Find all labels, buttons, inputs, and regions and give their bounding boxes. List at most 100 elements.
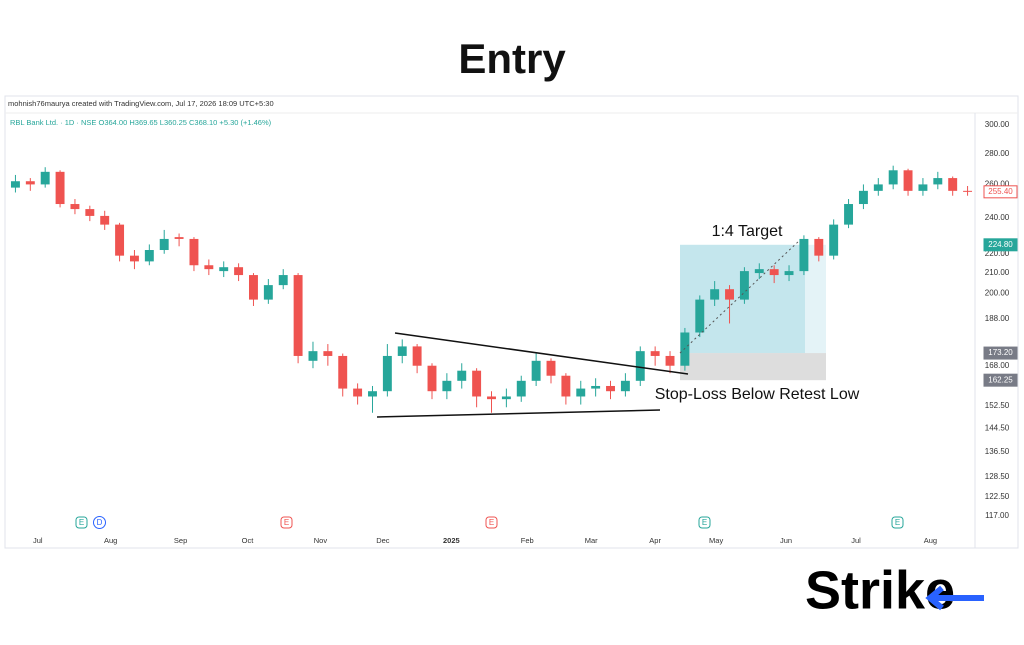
y-tick-label: 300.00 [985,120,1010,129]
price-tag [983,185,1018,199]
candle-body [650,351,660,356]
candle-body [397,346,407,356]
annotation-target: 1:4 Target [712,223,783,240]
candle-body [665,355,675,366]
y-tick-label: 188.00 [985,314,1010,323]
y-tick-label: 136.50 [985,447,1010,456]
candle-body [308,351,318,361]
page-title: Entry [458,35,566,82]
plot [10,165,973,413]
candle-body [873,184,883,191]
candle-body [844,204,854,225]
candle-body [829,224,839,256]
price-tag-label: 224.80 [988,240,1013,249]
candle-body [412,346,422,366]
event-label: E [489,518,494,527]
event-label: E [79,518,84,527]
candle-body [278,275,288,286]
stop-zone [680,353,826,381]
event-label: E [702,518,707,527]
price-tag-label: 162.25 [988,375,1013,384]
event-markers: E D E E E E [75,516,904,529]
x-tick-label: Oct [242,536,255,545]
candle-body [739,271,749,300]
candle-body [635,351,645,381]
candle-body [710,289,720,300]
y-tick-label: 280.00 [985,149,1010,158]
candle-body [442,380,452,392]
candle-body [903,170,913,191]
candle-body [263,285,273,300]
x-tick-label: Jul [851,536,861,545]
candle-body [323,351,333,356]
chart-frame [4,95,1019,549]
event-label: E [284,518,289,527]
y-tick-label: 220.00 [985,249,1010,258]
x-tick-label: 2025 [443,536,460,545]
candle-body [591,385,601,389]
candle-body [918,184,928,191]
candle-body [963,190,973,192]
candle-body [40,171,50,185]
candle-body [70,204,80,210]
y-tick-label: 200.00 [985,288,1010,297]
annotation-stop: Stop-Loss Below Retest Low [655,386,860,403]
candle-body [799,238,809,272]
candle-body [338,355,348,389]
price-tag [983,238,1018,252]
x-tick-label: Apr [649,536,661,545]
y-tick-label: 117.00 [985,511,1009,520]
candle-body [174,237,184,239]
candle-body [858,190,868,205]
candle-body [888,170,898,185]
x-tick-label: Sep [174,536,187,545]
candle-body [219,267,229,272]
y-tick-label: 210.00 [985,268,1010,277]
candle-body [234,267,244,276]
candle-body [25,181,35,185]
price-tag-label: 173.20 [988,348,1013,357]
candle-body [353,388,363,397]
x-tick-label: Nov [314,536,328,545]
candle-body [382,355,392,392]
candle-body [531,360,541,381]
candle-body [144,250,154,262]
logo-arrow [925,585,984,611]
y-tick-label: 144.50 [985,423,1010,432]
candle-body [249,275,258,300]
candle-body [115,224,125,256]
candle-body [85,209,95,216]
y-tick-label: 260.00 [985,180,1010,189]
event-icon [75,516,88,529]
event-icon [891,516,904,529]
candle-body [620,380,630,392]
event-icon [93,516,106,529]
candle-body [933,178,943,185]
trendline-upper [394,332,689,375]
x-tick-label: Feb [521,536,534,545]
x-tick-label: Jul [33,536,43,545]
event-icon [485,516,498,529]
candle-body [457,370,467,381]
candle-body [754,269,764,274]
candle-body [189,238,199,266]
x-tick-label: Dec [376,536,390,545]
candle-body [100,215,110,225]
candle-body [501,396,511,400]
candle-body [204,265,214,270]
x-tick-label: Mar [585,536,598,545]
candle-body [725,289,734,300]
y-tick-label: 152.50 [985,401,1010,410]
candle-body [10,181,20,188]
candle-body [368,391,377,397]
event-icon [698,516,711,529]
candle-body [427,365,437,392]
logo: Strike [805,560,955,620]
candle-body [769,269,779,276]
candle-body [814,238,824,256]
y-tick-label: 240.00 [985,213,1010,222]
candle-body [784,271,794,276]
candle-body [695,299,705,333]
